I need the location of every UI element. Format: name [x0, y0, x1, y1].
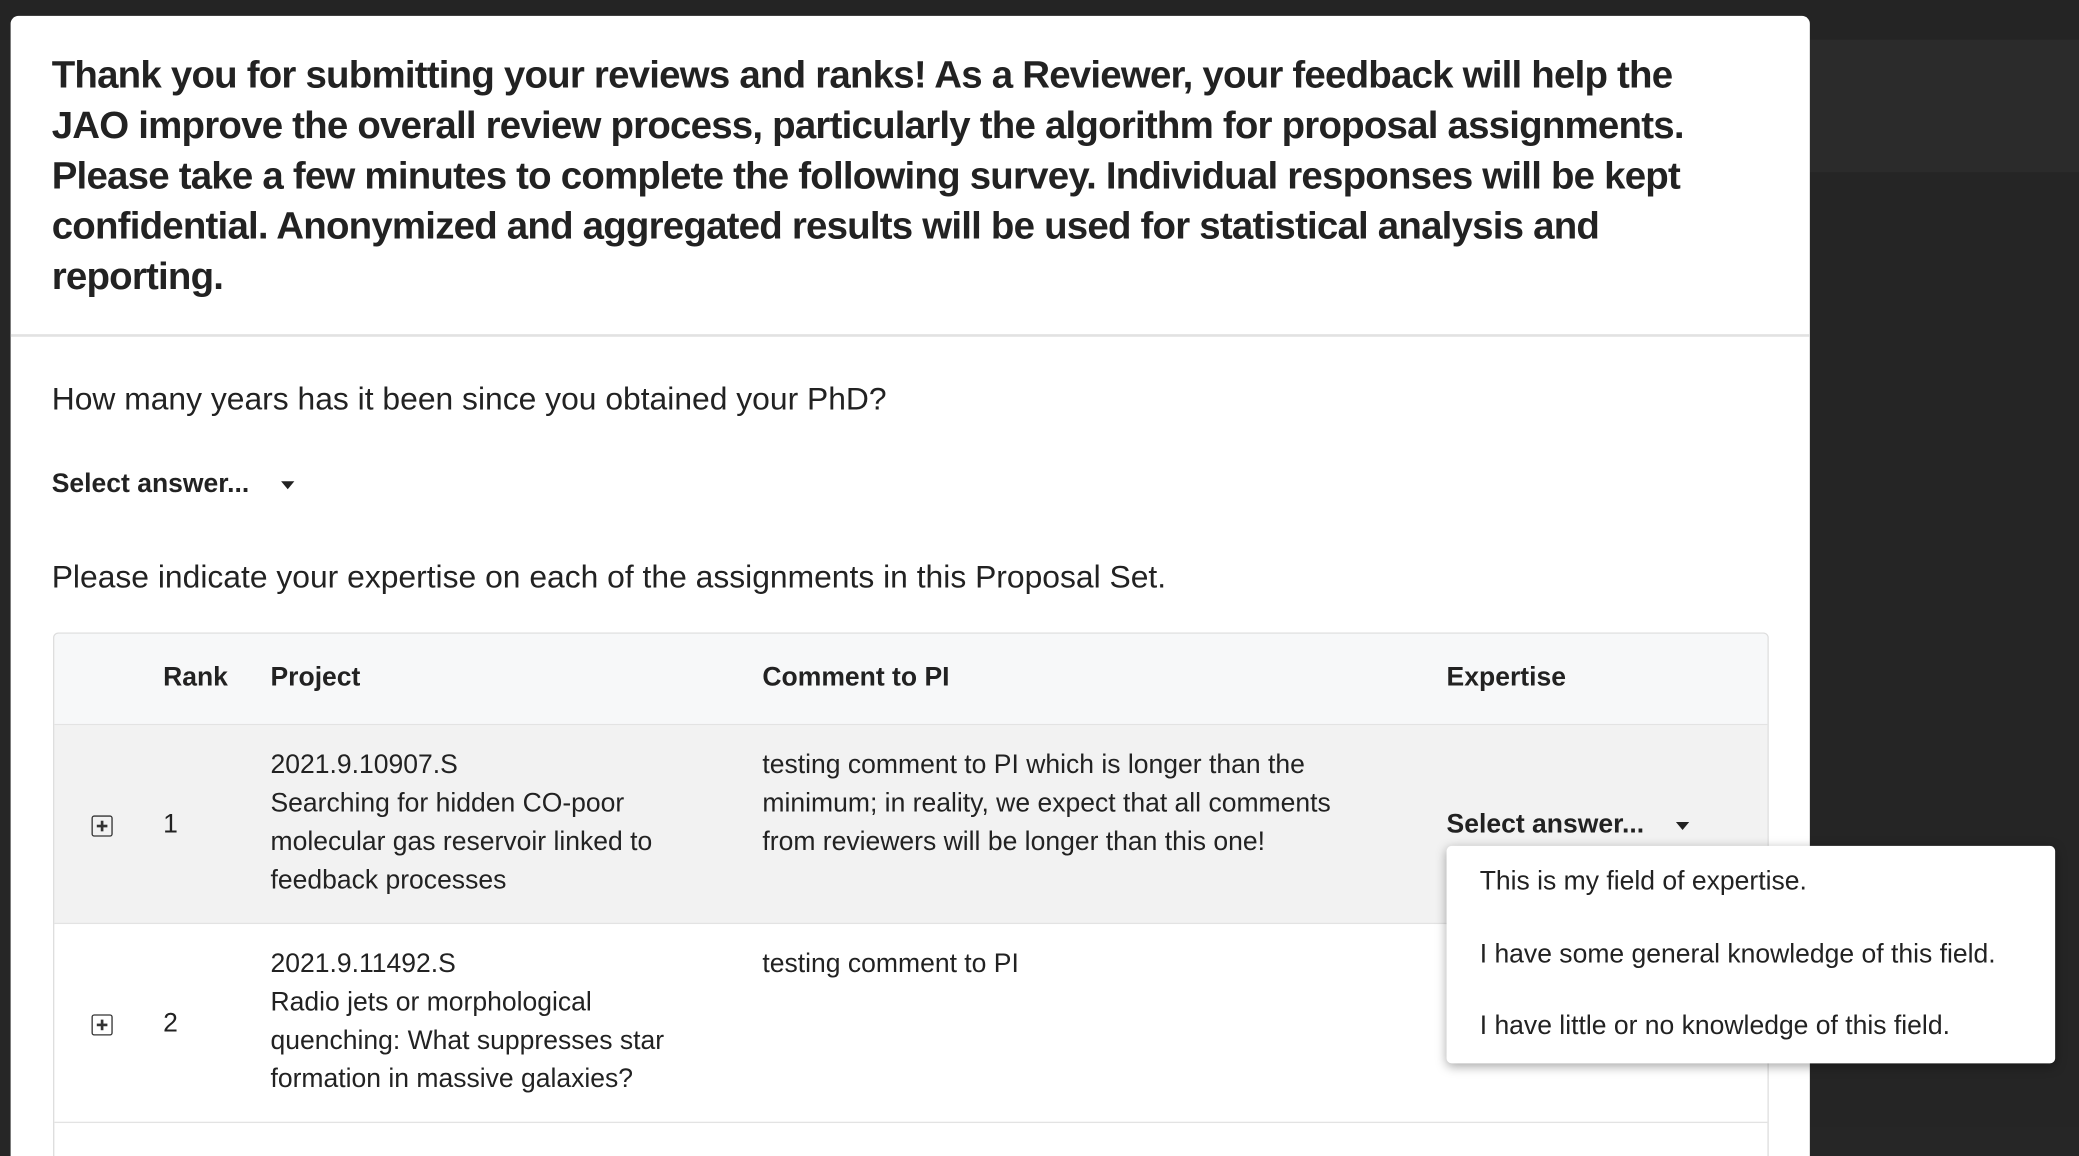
project-title: Radio jets or morphological quenching: W…: [270, 987, 665, 1094]
phd-years-select[interactable]: Select answer...: [52, 469, 295, 499]
question-phd-years: How many years has it been since you obt…: [51, 381, 887, 418]
comment-cell: testing comment to PI which is longer th…: [762, 750, 1331, 857]
project-code: 2021.9.11492.S: [270, 949, 456, 979]
expertise-dropdown-menu: This is my field of expertise. I have so…: [1446, 845, 2056, 1064]
table-header: Rank Project Comment to PI Expertise: [54, 633, 1768, 726]
divider: [10, 334, 1810, 337]
header-expertise: Expertise: [1446, 662, 1566, 693]
rank-cell: 2: [163, 1009, 178, 1039]
select-label: Select answer...: [1446, 810, 1645, 840]
background-panel: [1809, 39, 2079, 173]
header-comment: Comment to PI: [762, 662, 950, 693]
intro-text: Thank you for submitting your reviews an…: [51, 54, 1685, 299]
question-expertise: Please indicate your expertise on each o…: [51, 559, 1167, 596]
caret-down-icon: [281, 480, 295, 489]
option-field-of-expertise[interactable]: This is my field of expertise.: [1479, 867, 1807, 897]
caret-down-icon: [1675, 821, 1690, 830]
expand-row-icon[interactable]: [91, 815, 113, 837]
select-label: Select answer...: [51, 469, 250, 499]
expertise-select[interactable]: Select answer...: [1447, 810, 1690, 840]
header-project: Project: [270, 662, 361, 693]
project-code: 2021.9.10907.S: [270, 750, 458, 780]
expand-row-icon[interactable]: [91, 1014, 113, 1036]
rank-cell: 1: [163, 810, 178, 840]
option-little-knowledge[interactable]: I have little or no knowledge of this fi…: [1479, 1011, 1950, 1041]
project-title: Searching for hidden CO-poor molecular g…: [270, 788, 653, 895]
header-rank: Rank: [163, 662, 228, 693]
option-general-knowledge[interactable]: I have some general knowledge of this fi…: [1479, 940, 1996, 970]
table-row: 1 2021.9.10907.S Searching for hidden CO…: [54, 725, 1768, 925]
comment-cell: testing comment to PI: [762, 949, 1019, 979]
